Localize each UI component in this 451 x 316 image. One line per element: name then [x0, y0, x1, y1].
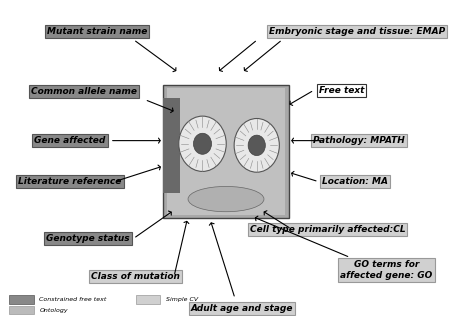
- Text: Embryonic stage and tissue: EMAP: Embryonic stage and tissue: EMAP: [268, 27, 444, 36]
- Text: Cell type primarily affected:CL: Cell type primarily affected:CL: [249, 225, 405, 234]
- FancyBboxPatch shape: [167, 88, 284, 215]
- Text: Mutant strain name: Mutant strain name: [47, 27, 147, 36]
- Text: Adult age and stage: Adult age and stage: [190, 304, 292, 313]
- Text: Class of mutation: Class of mutation: [91, 272, 179, 281]
- Text: Common allele name: Common allele name: [31, 87, 136, 96]
- Text: Literature reference: Literature reference: [18, 177, 121, 186]
- Ellipse shape: [193, 133, 211, 154]
- Text: Pathology: MPATH: Pathology: MPATH: [313, 136, 404, 145]
- FancyBboxPatch shape: [135, 295, 160, 304]
- Ellipse shape: [179, 116, 226, 171]
- FancyBboxPatch shape: [162, 98, 179, 193]
- Text: Location: MA: Location: MA: [321, 177, 387, 186]
- Ellipse shape: [188, 186, 263, 212]
- FancyBboxPatch shape: [9, 295, 34, 304]
- FancyBboxPatch shape: [162, 85, 289, 218]
- Text: Simple CV: Simple CV: [166, 297, 198, 302]
- FancyBboxPatch shape: [9, 306, 34, 314]
- Ellipse shape: [234, 118, 279, 172]
- Text: Gene affected: Gene affected: [34, 136, 106, 145]
- Text: Free text: Free text: [318, 86, 363, 94]
- Text: Genotype status: Genotype status: [46, 234, 130, 243]
- Text: Constrained free text: Constrained free text: [39, 297, 106, 302]
- Text: Ontology: Ontology: [39, 308, 68, 313]
- Ellipse shape: [248, 135, 265, 155]
- Text: GO terms for
affected gene: GO: GO terms for affected gene: GO: [340, 260, 432, 280]
